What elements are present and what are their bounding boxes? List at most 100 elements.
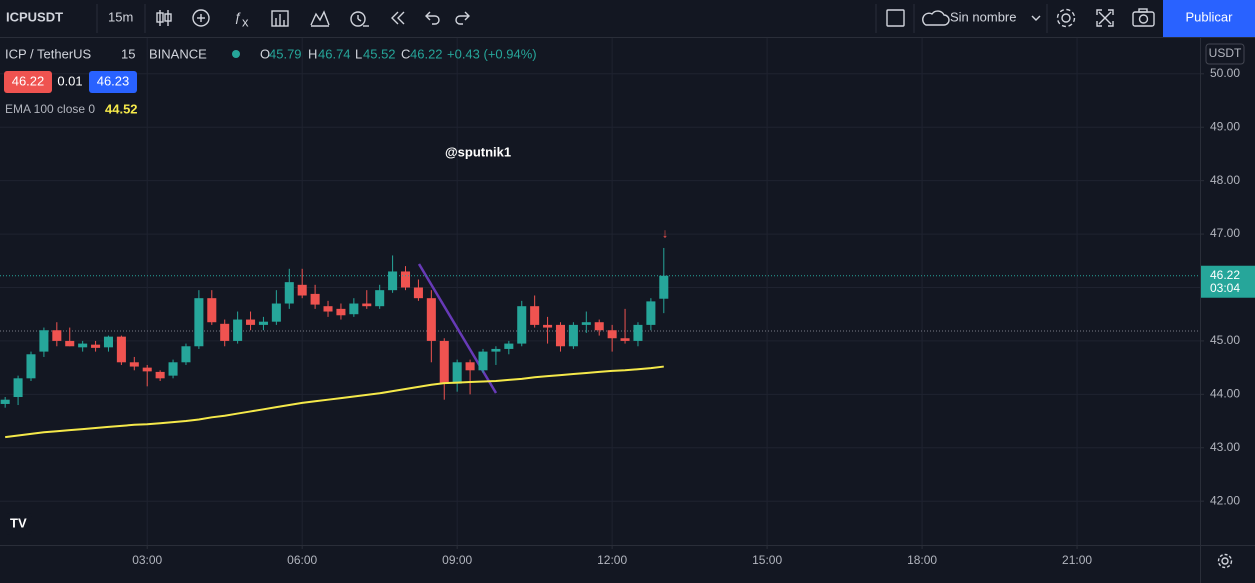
candle-body bbox=[400, 271, 411, 288]
candle-body bbox=[646, 301, 656, 325]
indicators-icon-sub[interactable]: x bbox=[242, 14, 249, 29]
candle-body bbox=[607, 330, 617, 339]
y-tick-label: 43.00 bbox=[1210, 440, 1240, 454]
candle-body bbox=[594, 322, 604, 331]
legend-symbol: ICP / TetherUS bbox=[5, 46, 92, 61]
candle-body bbox=[52, 330, 62, 341]
cloud-icon[interactable] bbox=[922, 10, 950, 26]
candle-body bbox=[388, 271, 398, 291]
y-tick-label: 44.00 bbox=[1210, 387, 1240, 401]
sell-button[interactable] bbox=[4, 71, 52, 93]
candle-body bbox=[426, 298, 436, 341]
y-tick-label: 47.00 bbox=[1210, 226, 1240, 240]
legend-change: +0.43 (+0.94%) bbox=[447, 46, 537, 61]
candle-body bbox=[478, 351, 488, 371]
candle-body bbox=[220, 323, 230, 341]
candle-body bbox=[530, 306, 540, 325]
layout-button[interactable] bbox=[886, 9, 905, 27]
candle-body bbox=[336, 308, 346, 316]
candle-body bbox=[129, 362, 139, 367]
candle-body bbox=[194, 298, 204, 347]
candle-body bbox=[555, 324, 566, 347]
candle-body bbox=[91, 344, 101, 348]
candle-body bbox=[155, 371, 165, 379]
candle-body bbox=[207, 298, 217, 323]
candle-body bbox=[26, 354, 36, 379]
symbol-button[interactable]: ICPUSDT bbox=[6, 9, 63, 24]
compare-button[interactable] bbox=[192, 9, 210, 27]
candle-body bbox=[413, 287, 423, 299]
candle-body bbox=[181, 346, 191, 363]
candle-body bbox=[297, 284, 307, 296]
alert-button[interactable] bbox=[350, 11, 369, 27]
tv-logo: TV bbox=[6, 513, 32, 535]
undo-button[interactable] bbox=[425, 11, 440, 25]
candle-body bbox=[543, 324, 553, 328]
candle-body bbox=[103, 336, 114, 348]
candle-body bbox=[233, 319, 243, 341]
settings-button[interactable] bbox=[1056, 8, 1076, 28]
publish-button[interactable] bbox=[1163, 0, 1255, 37]
bid-price[interactable]: 46.22 bbox=[12, 73, 45, 88]
legend-open: 45.79 bbox=[269, 46, 302, 61]
candle-body bbox=[310, 293, 320, 305]
ema-line bbox=[5, 365, 664, 439]
redo-button[interactable] bbox=[455, 11, 470, 25]
y-tick-label: 50.00 bbox=[1210, 66, 1240, 80]
spread: 0.01 bbox=[57, 73, 82, 88]
legend-exchange: BINANCE bbox=[149, 46, 207, 61]
candle-body bbox=[284, 282, 294, 304]
market-status[interactable] bbox=[232, 50, 240, 58]
watermark: @sputnik1 bbox=[445, 144, 511, 159]
chart-type-button[interactable] bbox=[156, 10, 172, 26]
y-tick-label: 49.00 bbox=[1210, 119, 1240, 133]
candle-body bbox=[13, 378, 23, 398]
y-tick-label: 48.00 bbox=[1210, 173, 1240, 187]
indicator-name: EMA 100 close 0 bbox=[5, 102, 95, 116]
candle-body bbox=[452, 362, 462, 384]
candle-body bbox=[491, 348, 501, 352]
high-marker: ↓ bbox=[662, 225, 669, 240]
legend-close: 46.22 bbox=[410, 46, 443, 61]
tv-logo-text: TV bbox=[10, 515, 27, 530]
x-tick-label: 21:00 bbox=[1062, 553, 1092, 567]
candle-body bbox=[439, 340, 449, 384]
candle-body bbox=[258, 321, 268, 325]
candle-body bbox=[246, 319, 256, 325]
snapshot-button[interactable] bbox=[1132, 8, 1155, 27]
x-tick-label: 06:00 bbox=[287, 553, 317, 567]
currency-box[interactable] bbox=[1205, 43, 1245, 65]
layout-name[interactable]: Sin nombre bbox=[950, 9, 1016, 24]
candle-body bbox=[581, 322, 591, 325]
indicators-icon[interactable]: ƒ bbox=[234, 9, 241, 24]
replay-button[interactable] bbox=[391, 11, 405, 25]
legend-low: 45.52 bbox=[363, 46, 396, 61]
legend-c-key: C bbox=[401, 46, 410, 61]
candle-body bbox=[349, 303, 359, 315]
indicator-templates-button[interactable] bbox=[310, 10, 330, 27]
candle-body bbox=[323, 306, 333, 312]
candle-body bbox=[78, 343, 88, 348]
candle-body bbox=[504, 343, 514, 349]
ask-price[interactable]: 46.23 bbox=[97, 73, 130, 88]
candle-body bbox=[517, 306, 527, 344]
x-tick-label: 12:00 bbox=[597, 553, 627, 567]
templates-button[interactable] bbox=[271, 10, 289, 27]
candle-body bbox=[633, 324, 643, 341]
candle-body bbox=[271, 303, 281, 322]
grid-layer bbox=[0, 38, 1200, 545]
fullscreen-button[interactable] bbox=[1096, 9, 1114, 27]
legend-high: 46.74 bbox=[318, 46, 351, 61]
publish-label[interactable]: Publicar bbox=[1186, 9, 1234, 24]
layout-menu[interactable] bbox=[1031, 15, 1041, 21]
x-tick-label: 15:00 bbox=[752, 553, 782, 567]
toolbar bbox=[0, 0, 1255, 37]
axis-settings-button[interactable] bbox=[1217, 553, 1233, 569]
candle-body bbox=[659, 275, 669, 299]
interval-button[interactable]: 15m bbox=[108, 9, 133, 24]
buy-button[interactable] bbox=[89, 71, 137, 93]
x-tick-label: 03:00 bbox=[132, 553, 162, 567]
candle-body bbox=[142, 367, 152, 372]
